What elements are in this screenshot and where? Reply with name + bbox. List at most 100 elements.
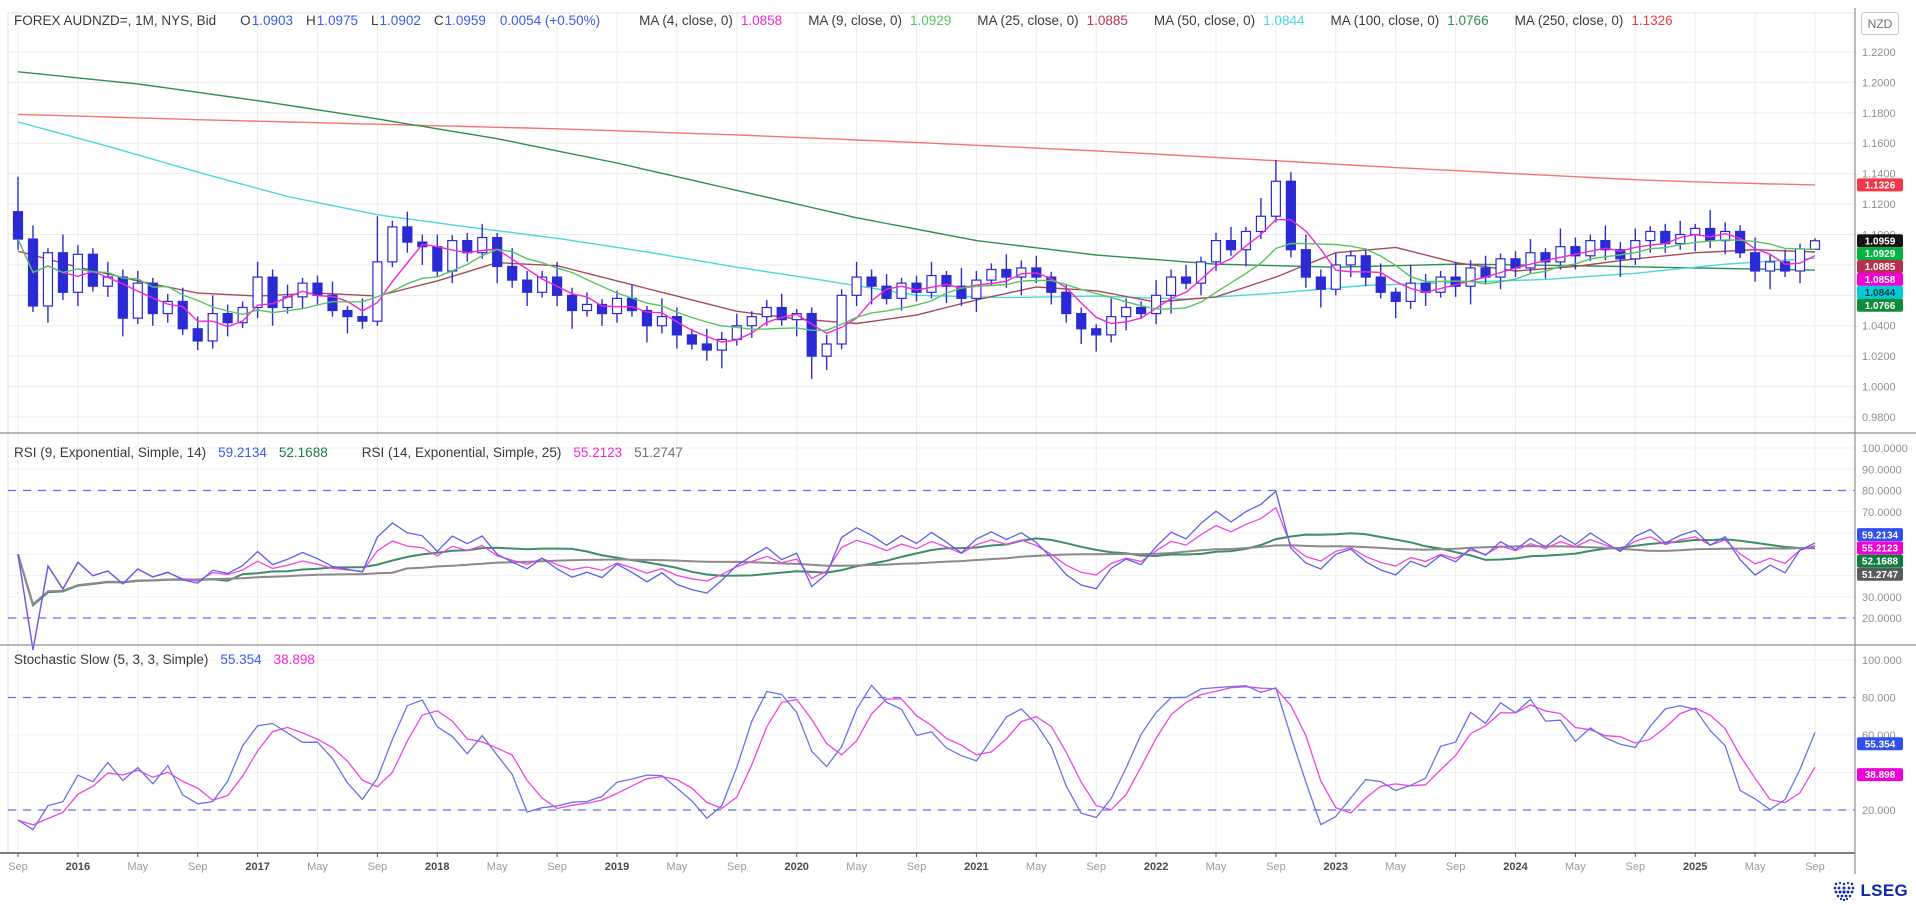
ma-legend-item[interactable]: MA (25, close, 0) 1.0885 (977, 13, 1128, 28)
candle-down (956, 285, 967, 299)
axis-badge (1857, 272, 1903, 286)
price-tick-label: 1.2000 (1862, 77, 1896, 89)
candle-down (1540, 252, 1551, 263)
ma-legend-item[interactable]: MA (50, close, 0) 1.0844 (1154, 13, 1305, 28)
ma-legend-item[interactable]: MA (250, close, 0) 1.1326 (1515, 13, 1673, 28)
candle-up (162, 300, 173, 315)
candle-up (716, 338, 727, 351)
price-tick-label: 1.0000 (1862, 382, 1896, 394)
axis-badge (1857, 234, 1903, 248)
candles-layer[interactable] (12, 159, 1821, 379)
axis-badge-text: 55.2123 (1862, 543, 1899, 554)
time-tick-label: 2022 (1144, 861, 1168, 873)
candle-down (192, 328, 203, 342)
candle-up (1150, 294, 1162, 315)
candle-up (1465, 267, 1476, 287)
candle-down (1600, 239, 1611, 251)
candle-up (1525, 252, 1536, 269)
rsi-tick-label: 30.0000 (1862, 592, 1902, 604)
time-tick-label: May (1565, 861, 1586, 873)
candle-up (746, 316, 757, 327)
price-tick-label: 1.1600 (1862, 138, 1896, 150)
candle-up (1210, 239, 1222, 263)
time-tick-label: Sep (727, 861, 747, 873)
rsi-value: 52.1688 (278, 445, 328, 460)
time-tick-label: 2017 (245, 861, 269, 873)
stochastic-label[interactable]: Stochastic Slow (5, 3, 3, Simple) (14, 652, 209, 667)
ma-legend-item[interactable]: MA (100, close, 0) 1.0766 (1330, 13, 1488, 28)
candle-down (941, 274, 952, 287)
axis-badge-text: 38.898 (1865, 770, 1896, 781)
rsi-fast-label[interactable]: RSI (9, Exponential, Simple, 14) (14, 445, 207, 460)
price-tick-label: 1.1400 (1862, 169, 1896, 181)
candle-down (117, 276, 128, 319)
candle-up (1495, 258, 1506, 278)
candle-down (1375, 276, 1386, 293)
rsi-fast-values: 59.2134 52.1688 (206, 445, 328, 460)
candle-down (1091, 328, 1102, 336)
axis-badge-text: 52.1688 (1862, 557, 1899, 568)
time-tick-label: May (1385, 861, 1406, 873)
candle-up (42, 252, 54, 307)
rsi-panel-header: RSI (9, Exponential, Simple, 14) 59.2134… (14, 445, 683, 460)
candle-up (1585, 239, 1596, 257)
axis-badge (1857, 554, 1903, 568)
candle-down (701, 343, 712, 351)
candle-down (1300, 249, 1311, 278)
axis-badge-text: 1.0844 (1865, 288, 1896, 299)
ma-legend-label: MA (25, close, 0) (977, 13, 1079, 28)
ma-legend-item[interactable]: MA (9, close, 0) 1.0929 (808, 13, 951, 28)
ohlc-item-label: O (240, 13, 251, 28)
axis-badge (1857, 541, 1903, 555)
candle-up (132, 282, 143, 319)
ohlc-item-value: 1.0975 (316, 13, 359, 28)
ma-legend-value: 1.0766 (1447, 13, 1489, 28)
candle-up (72, 253, 84, 293)
badges-layer: 1.1326 1.0959 1.0929 1.0885 1.0858 1.0844 1.07… (1857, 178, 1903, 781)
candle-down (432, 246, 443, 272)
axis-badge (1857, 178, 1903, 192)
candle-down (686, 334, 697, 345)
time-axis[interactable]: Sep 2016 May Sep 2017 May Sep 2018 May Sep 2019 May… (8, 853, 1825, 873)
candle-up (1270, 180, 1282, 217)
candle-down (522, 279, 533, 293)
stochastic-value: 38.898 (273, 652, 315, 667)
ma-legend-label: MA (50, close, 0) (1153, 13, 1256, 28)
ohlc-item-label: L (371, 13, 379, 28)
candle-up (447, 239, 458, 272)
ma-legend-item[interactable]: MA (4, close, 0) 1.0858 (639, 13, 782, 28)
rsi-slow-label[interactable]: RSI (14, Exponential, Simple, 25) (361, 445, 562, 460)
candle-down (1076, 312, 1087, 330)
stochastic-value: 55.354 (220, 652, 262, 667)
net-change-value: 0.0054 (+0.50%) (499, 13, 601, 28)
candle-down (1180, 276, 1192, 284)
rsi-value: 59.2134 (218, 445, 267, 460)
axis-badge (1857, 247, 1903, 261)
candle-up (387, 226, 398, 263)
axis-badge-text: 1.0766 (1865, 301, 1896, 312)
axis-badge (1857, 567, 1903, 581)
stochastic-values: 55.354 38.898 (208, 652, 315, 667)
ma-legend-label: MA (250, close, 0) (1514, 13, 1624, 28)
candle-up (537, 276, 548, 293)
candle-down (596, 303, 608, 315)
net-change: 0.0054 (+0.50%) (499, 13, 600, 28)
instrument-title[interactable]: FOREX AUDNZD=, 1M, NYS, Bid (14, 13, 217, 28)
candle-down (1390, 291, 1401, 303)
candle-down (1285, 180, 1296, 251)
candle-down (342, 309, 353, 318)
candle-down (1735, 230, 1746, 254)
time-tick-label: Sep (368, 861, 388, 873)
candle-up (1255, 215, 1267, 233)
ohlc-item: L 1.0902 (371, 13, 421, 28)
time-tick-label: May (667, 861, 688, 873)
rsi-slow-signal-line (17, 544, 1816, 606)
stoch-k-line (17, 684, 1816, 831)
price-tick-label: 1.0200 (1862, 351, 1896, 363)
candle-down (1225, 239, 1237, 251)
price-tick-label: 1.2200 (1862, 47, 1896, 59)
rsi-tick-label: 80.0000 (1862, 486, 1902, 498)
lseg-crest-icon (1833, 881, 1854, 902)
